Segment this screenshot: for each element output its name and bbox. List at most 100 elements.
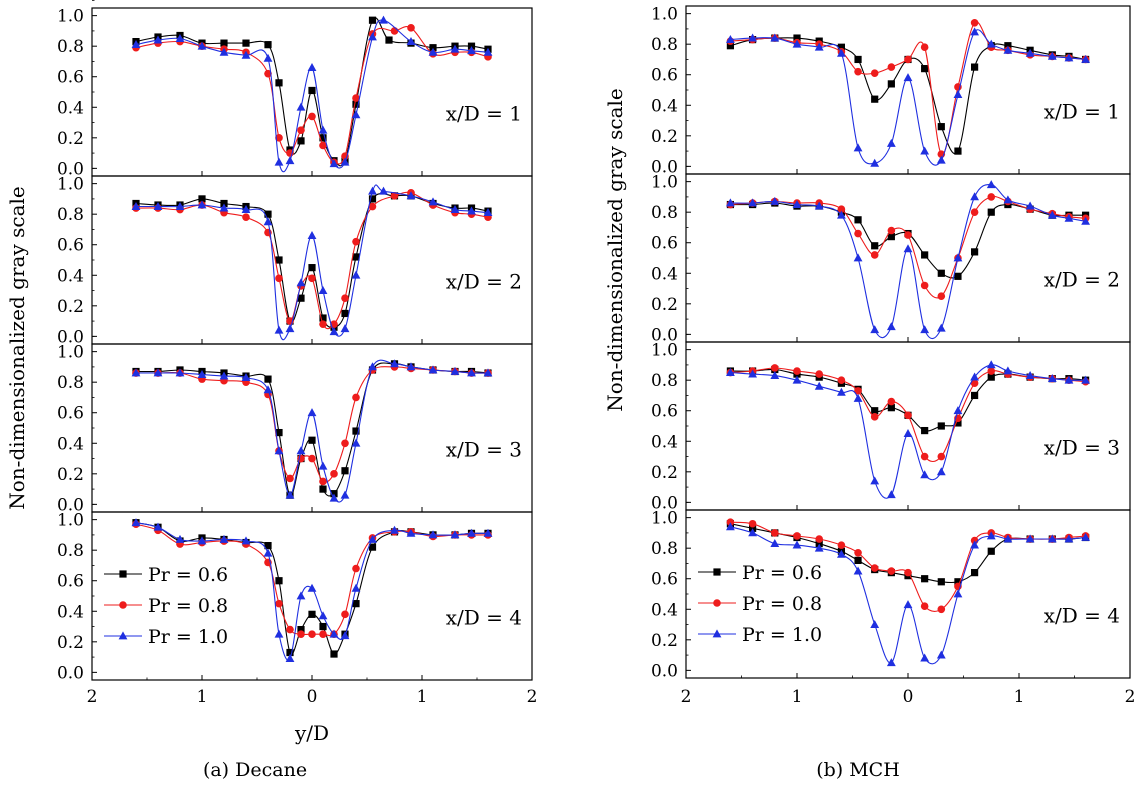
data-point <box>970 19 979 27</box>
y-tick-label: 0.2 <box>57 633 84 653</box>
data-point <box>341 467 349 475</box>
chart-a-caption: (a) Decane <box>203 759 307 781</box>
y-tick-label: 1.0 <box>57 343 84 363</box>
data-point <box>870 158 880 167</box>
data-point <box>853 253 863 262</box>
data-point <box>793 367 801 375</box>
data-point <box>971 569 979 577</box>
data-point <box>390 192 399 200</box>
y-tick-label: 1.0 <box>57 7 84 27</box>
data-point <box>871 242 879 250</box>
data-point <box>450 366 460 375</box>
series-line-2 <box>136 359 489 503</box>
chart-b-ylabel: Non-dimensionalized gray scale <box>603 88 627 411</box>
y-tick-label: 0.4 <box>651 432 678 452</box>
data-point <box>970 192 979 201</box>
legend-marker <box>713 568 721 576</box>
legend-label: Pr = 1.0 <box>148 626 228 648</box>
x-tick-label: 0 <box>307 687 318 707</box>
data-point <box>368 534 377 543</box>
data-point <box>871 407 879 415</box>
data-point <box>903 600 913 609</box>
data-point <box>390 27 399 35</box>
data-point <box>296 446 306 455</box>
data-point <box>296 591 306 600</box>
data-point <box>153 35 163 44</box>
data-point <box>406 37 416 45</box>
legend-marker <box>118 631 128 640</box>
data-point <box>1025 201 1035 210</box>
data-point <box>953 589 963 598</box>
panel-series <box>726 19 1090 167</box>
panel-series <box>726 360 1090 499</box>
y-tick-label: 1.0 <box>651 173 678 193</box>
data-point <box>954 419 962 427</box>
data-point <box>904 411 912 420</box>
series-line-2 <box>730 29 1086 166</box>
data-point <box>274 629 284 638</box>
data-point <box>341 610 349 619</box>
data-point <box>308 630 316 638</box>
data-point <box>954 147 962 155</box>
data-point <box>870 564 879 572</box>
data-point <box>770 371 780 379</box>
data-point <box>483 528 493 537</box>
y-tick-label: 1.0 <box>651 509 678 529</box>
y-tick-label: 0.2 <box>651 295 678 315</box>
data-point <box>920 602 929 611</box>
y-tick-label: 0.8 <box>651 371 678 391</box>
data-point <box>887 63 896 71</box>
data-point <box>390 359 399 368</box>
data-point <box>904 55 912 64</box>
data-point <box>352 427 360 435</box>
data-point <box>467 206 476 215</box>
data-point <box>920 653 930 662</box>
series-line-0 <box>135 362 489 497</box>
data-point <box>886 322 896 331</box>
chart-a-xlabel: y/D <box>294 721 329 745</box>
data-point <box>319 314 327 322</box>
data-point <box>352 600 360 608</box>
data-point <box>340 631 350 640</box>
series-line-2 <box>135 19 489 173</box>
data-point <box>352 237 360 246</box>
data-point <box>483 208 493 217</box>
y-tick-label: 0.4 <box>651 600 678 620</box>
data-point <box>297 137 305 145</box>
panel-series <box>131 15 493 173</box>
data-point <box>970 27 979 36</box>
data-point <box>887 397 896 406</box>
data-point <box>726 522 735 531</box>
data-point <box>1081 375 1090 384</box>
data-point <box>814 201 824 210</box>
data-point <box>814 381 824 390</box>
data-point <box>814 543 824 552</box>
data-point <box>241 50 251 59</box>
data-point <box>904 231 912 239</box>
data-point <box>871 95 879 103</box>
data-point <box>937 452 946 461</box>
data-point <box>837 541 846 549</box>
data-point <box>921 426 929 435</box>
y-tick-label: 0.0 <box>57 663 84 683</box>
data-point <box>197 200 207 209</box>
chart-1-plot: 0.0 0.2 0.4 0.6 0.8 1.0 x/D = 1 0.0 0.2 0.4 0.6 0.8… <box>651 5 1135 707</box>
data-point <box>1064 53 1074 62</box>
data-point <box>296 278 306 287</box>
data-point <box>748 519 757 528</box>
data-point <box>986 360 996 369</box>
panel-label: x/D = 4 <box>446 606 522 630</box>
data-point <box>297 630 305 638</box>
data-point <box>953 253 963 262</box>
y-tick-label: 0.2 <box>651 463 678 483</box>
data-point <box>329 327 339 336</box>
panel-label: x/D = 1 <box>1044 100 1120 124</box>
y-tick-label: 0.4 <box>57 98 84 118</box>
data-point <box>285 490 295 499</box>
panel-0-0: 0.0 0.2 0.4 0.6 0.8 1.0 x/D = 1 <box>57 0 533 179</box>
y-tick-label: 0.0 <box>57 327 84 347</box>
panel-0-2: 0.0 0.2 0.4 0.6 0.8 1.0 x/D = 3 <box>57 335 533 515</box>
data-point <box>368 32 377 41</box>
data-point <box>307 583 317 592</box>
series-line-2 <box>135 522 489 661</box>
